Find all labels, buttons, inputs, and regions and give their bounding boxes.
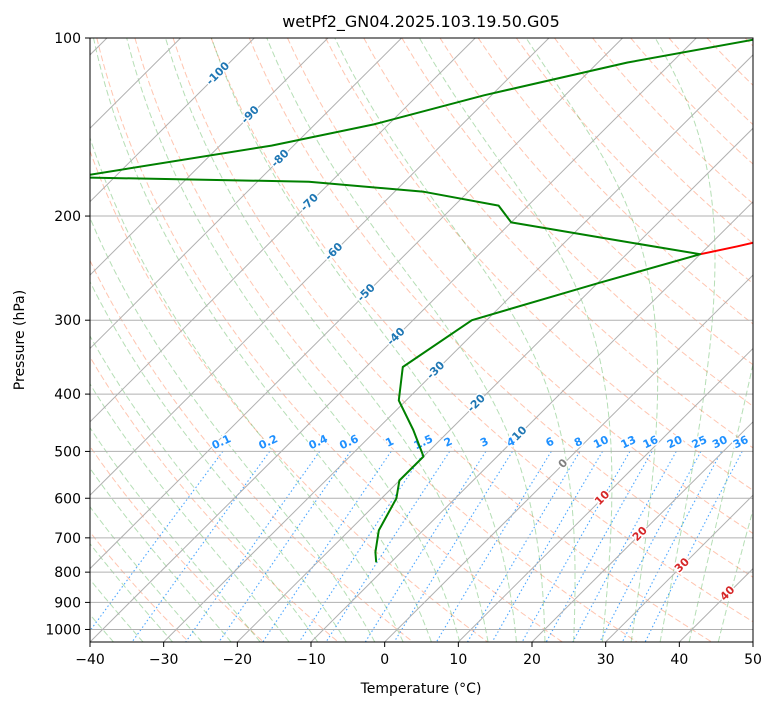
- y-tick-label: 300: [54, 313, 81, 329]
- dry-adiabat: [90, 356, 339, 642]
- profile-lines: [90, 38, 753, 563]
- mixing-ratio-line: [599, 451, 702, 642]
- mixing-ratio-line: [572, 451, 677, 642]
- x-axis-label: Temperature (°C): [360, 681, 482, 697]
- isotherm-gridline: [90, 38, 623, 570]
- y-tick-label: 500: [54, 444, 81, 460]
- isotherm-gridline: [90, 38, 697, 642]
- isotherm-gridline: [457, 347, 753, 642]
- moist-adiabat: [90, 216, 376, 642]
- moist-adiabat: [90, 542, 173, 642]
- moist-adiabat: [90, 426, 261, 642]
- y-tick-label: 600: [54, 491, 81, 507]
- dry-adiabat: [96, 38, 563, 642]
- moist-adiabat: [90, 506, 203, 642]
- x-tick-label: −20: [223, 652, 253, 668]
- plot-frame: [89, 37, 754, 643]
- y-tick-label: 100: [54, 31, 81, 47]
- dry-adiabat: [172, 38, 712, 642]
- isotherm-gridline: [605, 494, 753, 642]
- chart-title: wetPf2_GN04.2025.103.19.50.G05: [282, 12, 560, 32]
- dry-adiabat: [90, 531, 190, 642]
- isotherm-gridline: [90, 38, 476, 423]
- isotherm-gridline: [90, 38, 329, 276]
- moist-adiabat: [90, 334, 319, 642]
- y-tick-label: 200: [54, 209, 81, 225]
- mixing-ratio-line: [90, 451, 224, 632]
- isotherm-gridline: [163, 54, 753, 642]
- moist-adiabat: [126, 38, 461, 642]
- x-tick-label: 50: [744, 652, 762, 668]
- mixing-ratio-line: [218, 451, 351, 642]
- y-tick-label: 900: [54, 595, 81, 611]
- isotherm-gridline: [384, 274, 753, 642]
- moist-adiabat: [165, 38, 489, 642]
- background-lines: [90, 38, 753, 642]
- y-tick-label: 800: [54, 565, 81, 581]
- dry-adiabat: [134, 38, 638, 642]
- dry-adiabat: [210, 38, 753, 623]
- mixing-ratio-line: [298, 451, 426, 642]
- y-tick-label: 1000: [45, 622, 81, 638]
- x-tick-label: −30: [149, 652, 179, 668]
- moist-adiabat: [90, 383, 290, 642]
- mixing-ratio-line: [521, 451, 631, 642]
- axes: −40 −30 −20 −10 0 10 20 30 40 50 100 200 300 400 500 60…: [45, 31, 762, 668]
- mixing-ratio-line: [621, 451, 722, 642]
- mixing-ratio-line: [185, 451, 321, 642]
- y-tick-label: 400: [54, 387, 81, 403]
- dry-adiabat: [248, 38, 753, 578]
- dry-adiabat: [325, 38, 753, 491]
- moist-adiabat: [654, 38, 716, 642]
- x-tick-label: 30: [597, 652, 615, 668]
- mixing-ratio-line: [644, 451, 743, 642]
- moist-adiabat: [90, 136, 404, 642]
- isotherm-gridline: [90, 38, 550, 496]
- mixing-ratio-line: [545, 451, 653, 642]
- isotherm-gridline: [310, 200, 753, 642]
- isotherm-gridline: [531, 421, 753, 642]
- moist-adiabat: [90, 280, 347, 642]
- moist-adiabat: [334, 38, 576, 642]
- moist-adiabat: [93, 38, 432, 642]
- dry-adiabat: [287, 38, 753, 535]
- mixing-ratio-line: [491, 451, 603, 642]
- moist-adiabat: [90, 578, 144, 642]
- moist-adiabat: [688, 361, 753, 642]
- mixing-ratio-line: [262, 451, 392, 642]
- dewpoint-line: [90, 38, 753, 563]
- moist-adiabat: [525, 38, 659, 642]
- isotherm-gridline: [90, 38, 255, 203]
- x-tick-label: −40: [75, 652, 105, 668]
- x-tick-label: 40: [670, 652, 688, 668]
- x-tick-label: 0: [380, 652, 389, 668]
- x-tick-label: −10: [296, 652, 326, 668]
- moist-adiabat: [90, 467, 232, 642]
- moist-adiabat: [418, 38, 613, 642]
- isotherm-gridline: [236, 127, 753, 642]
- moist-adiabat: [266, 38, 546, 642]
- y-axis-label: Pressure (hPa): [12, 290, 28, 390]
- moist-adiabat: [210, 38, 517, 642]
- y-tick-label: 700: [54, 531, 81, 547]
- x-tick-label: 20: [523, 652, 541, 668]
- x-tick-label: 10: [449, 652, 467, 668]
- dry-adiabat: [90, 149, 488, 642]
- dry-adiabat: [90, 445, 264, 642]
- dry-adiabat: [363, 38, 753, 449]
